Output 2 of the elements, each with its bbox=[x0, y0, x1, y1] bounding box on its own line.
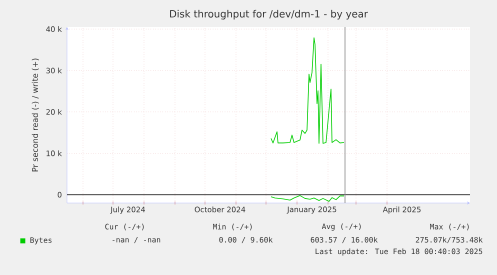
line-series bbox=[270, 37, 344, 144]
chart-title: Disk throughput for /dev/dm-1 - by year bbox=[170, 10, 368, 20]
